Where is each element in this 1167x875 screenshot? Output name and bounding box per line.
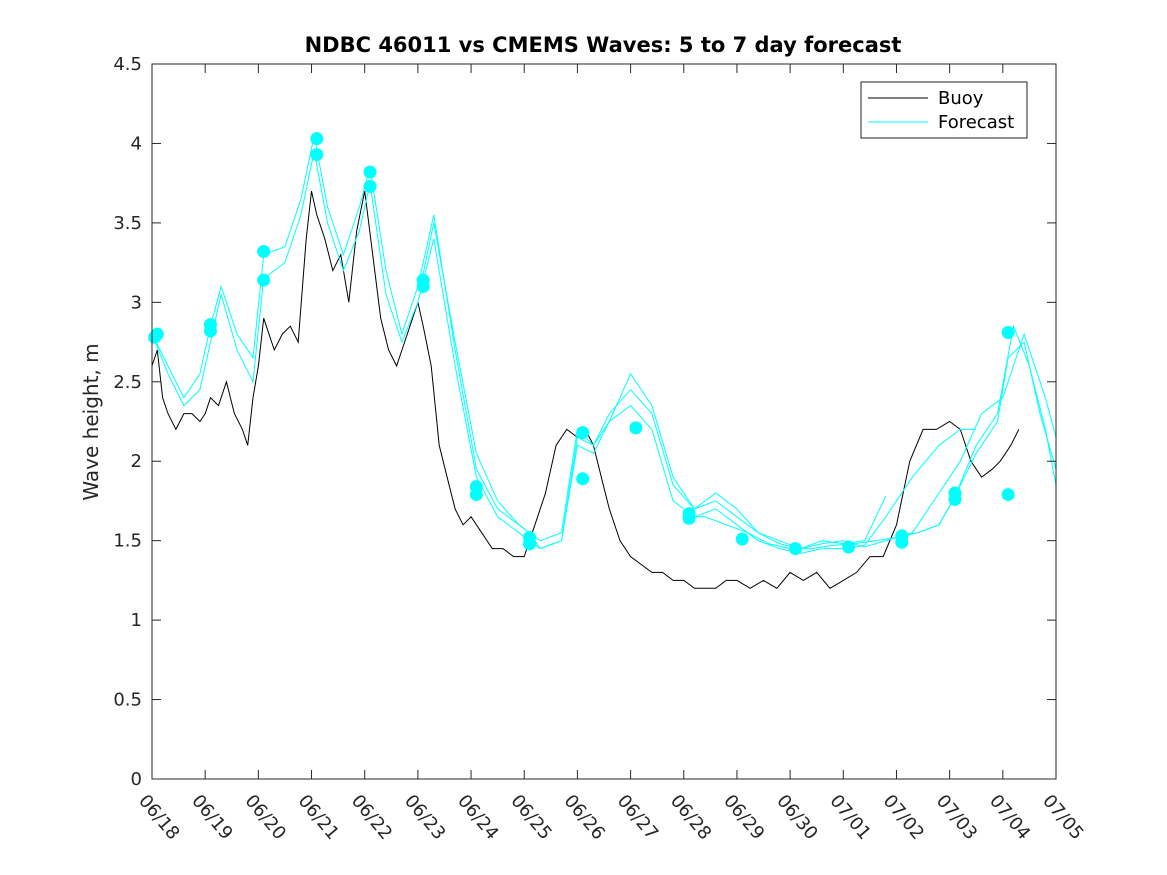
legend: Buoy Forecast bbox=[860, 81, 1028, 139]
chart-title: NDBC 46011 vs CMEMS Waves: 5 to 7 day fo… bbox=[305, 33, 902, 57]
forecast-point bbox=[629, 421, 643, 435]
forecast-point bbox=[257, 273, 271, 287]
forecast-point bbox=[735, 532, 749, 546]
y-tick-label: 1.5 bbox=[113, 531, 142, 552]
legend-box bbox=[860, 81, 1028, 139]
legend-entry-buoy: Buoy bbox=[938, 88, 984, 109]
plot-area bbox=[152, 64, 1056, 779]
forecast-point bbox=[310, 148, 324, 162]
axes-frame bbox=[151, 63, 1057, 780]
forecast-point bbox=[150, 327, 164, 341]
forecast-point bbox=[576, 426, 590, 440]
forecast-point bbox=[363, 165, 377, 179]
y-tick-label: 3.5 bbox=[113, 213, 142, 234]
forecast-point bbox=[576, 472, 590, 486]
forecast-point bbox=[310, 132, 324, 146]
forecast-point bbox=[363, 179, 377, 193]
y-tick-label: 1 bbox=[131, 610, 142, 631]
forecast-point bbox=[469, 488, 483, 502]
forecast-point bbox=[788, 542, 802, 556]
y-tick-label: 4.5 bbox=[113, 54, 142, 75]
forecast-point bbox=[1001, 488, 1015, 502]
y-tick-label: 3 bbox=[131, 292, 142, 313]
forecast-point bbox=[1001, 326, 1015, 340]
series-line-forecast-run-3 bbox=[686, 324, 1057, 550]
series-line-buoy bbox=[151, 190, 1020, 589]
forecast-point bbox=[203, 324, 217, 338]
forecast-point bbox=[842, 540, 856, 554]
forecast-point bbox=[948, 492, 962, 506]
marker-layer bbox=[148, 132, 1015, 556]
series-line-forecast-run-2 bbox=[420, 222, 1057, 550]
forecast-point bbox=[416, 279, 430, 293]
forecast-point bbox=[257, 244, 271, 258]
forecast-point bbox=[682, 511, 696, 525]
series-line-forecast-run-1 bbox=[151, 151, 977, 554]
forecast-point bbox=[523, 537, 537, 551]
y-tick-label: 0 bbox=[131, 769, 142, 790]
legend-entry-forecast: Forecast bbox=[938, 112, 1014, 133]
y-tick-label: 0.5 bbox=[113, 690, 142, 711]
forecast-point bbox=[895, 535, 909, 549]
y-tick-label: 2 bbox=[131, 451, 142, 472]
y-axis-label: Wave height, m bbox=[79, 343, 103, 500]
y-tick-label: 2.5 bbox=[113, 372, 142, 393]
series-line-forecast-run-0 bbox=[151, 135, 887, 550]
y-tick-label: 4 bbox=[131, 133, 142, 154]
series-line-forecast-run-4 bbox=[901, 341, 1057, 537]
series-layer bbox=[151, 135, 1057, 589]
